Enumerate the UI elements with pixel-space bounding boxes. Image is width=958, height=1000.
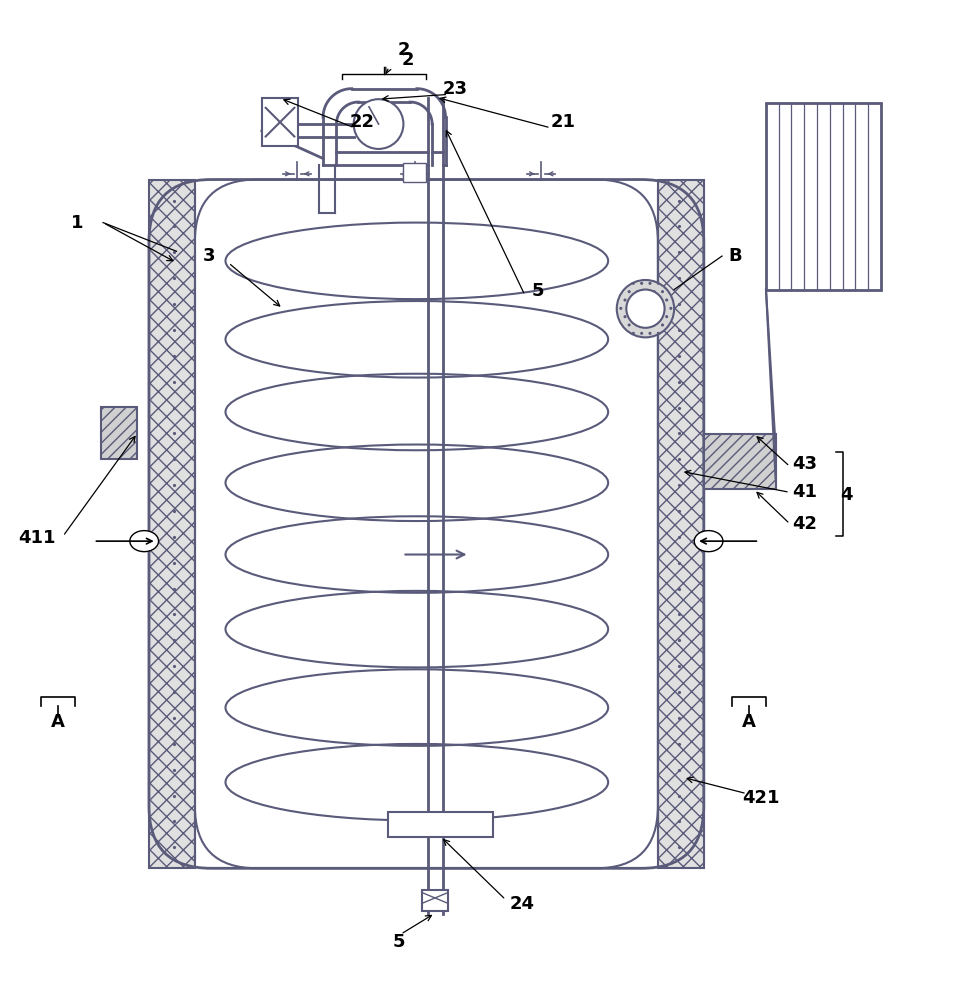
Circle shape bbox=[354, 99, 403, 149]
Text: 4: 4 bbox=[840, 486, 853, 504]
Text: 2: 2 bbox=[398, 41, 410, 59]
Bar bbox=[658, 180, 704, 868]
FancyBboxPatch shape bbox=[194, 180, 658, 868]
Text: A: A bbox=[51, 713, 65, 731]
Text: 22: 22 bbox=[350, 113, 375, 131]
Text: A: A bbox=[741, 713, 756, 731]
Bar bbox=[766, 103, 880, 290]
Text: B: B bbox=[729, 247, 742, 265]
Text: 411: 411 bbox=[18, 529, 56, 547]
Bar bbox=[102, 407, 138, 459]
Text: 2: 2 bbox=[402, 51, 415, 69]
Bar bbox=[704, 434, 776, 489]
Text: 21: 21 bbox=[551, 113, 576, 131]
Bar bbox=[262, 98, 298, 146]
Ellipse shape bbox=[130, 531, 158, 552]
Ellipse shape bbox=[695, 531, 723, 552]
Text: 5: 5 bbox=[532, 282, 544, 300]
Circle shape bbox=[617, 280, 674, 337]
Text: 41: 41 bbox=[791, 483, 817, 501]
Text: 43: 43 bbox=[791, 455, 817, 473]
Text: 42: 42 bbox=[791, 515, 817, 533]
Text: 421: 421 bbox=[742, 789, 780, 807]
Circle shape bbox=[627, 290, 665, 328]
Text: 23: 23 bbox=[443, 80, 468, 98]
Bar bbox=[403, 163, 426, 182]
Bar bbox=[422, 890, 448, 911]
Bar bbox=[388, 812, 493, 837]
Bar bbox=[149, 180, 194, 868]
Text: 3: 3 bbox=[203, 247, 216, 265]
Text: 5: 5 bbox=[393, 933, 405, 951]
Text: 24: 24 bbox=[510, 895, 535, 913]
Text: 1: 1 bbox=[71, 214, 83, 232]
